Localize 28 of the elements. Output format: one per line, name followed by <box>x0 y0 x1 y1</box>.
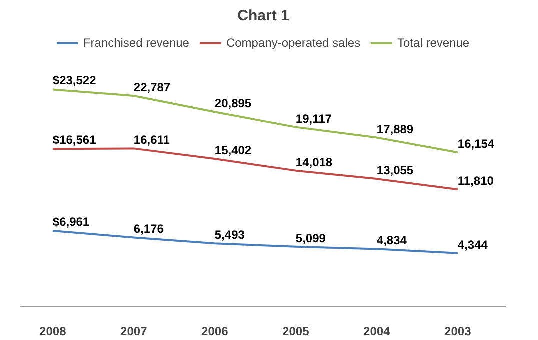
data-label: 19,117 <box>296 112 332 126</box>
x-tick-label: 2004 <box>364 324 391 338</box>
data-label: 5,099 <box>296 231 326 246</box>
x-tick-label: 2003 <box>444 324 472 338</box>
data-label: 4,834 <box>376 234 408 248</box>
data-label: $16,561 <box>52 133 97 148</box>
data-label: 17,889 <box>376 122 414 136</box>
x-tick-label: 2008 <box>40 324 67 338</box>
data-label: $6,961 <box>52 215 90 230</box>
data-label: 4,344 <box>458 238 488 252</box>
legend-label: Company-operated sales <box>226 36 361 50</box>
data-label: 14,018 <box>296 155 333 170</box>
x-tick-label: 2006 <box>202 324 229 338</box>
x-tick-label: 2005 <box>282 324 310 338</box>
data-label: 15,402 <box>214 144 252 158</box>
data-label: 16,611 <box>134 133 170 148</box>
legend-label: Total revenue <box>398 36 470 50</box>
data-label: 6,176 <box>134 222 164 236</box>
legend-label: Franchised revenue <box>83 36 190 50</box>
data-label: 13,055 <box>376 164 414 178</box>
data-label: 20,895 <box>214 96 252 111</box>
data-label: 11,810 <box>458 174 494 188</box>
data-label: 22,787 <box>134 80 171 94</box>
chart-title: Chart 1 <box>238 8 290 24</box>
data-label: 5,493 <box>214 228 246 242</box>
x-tick-label: 2007 <box>120 324 148 338</box>
data-label: $23,522 <box>52 74 97 88</box>
data-label: 16,154 <box>458 137 495 152</box>
